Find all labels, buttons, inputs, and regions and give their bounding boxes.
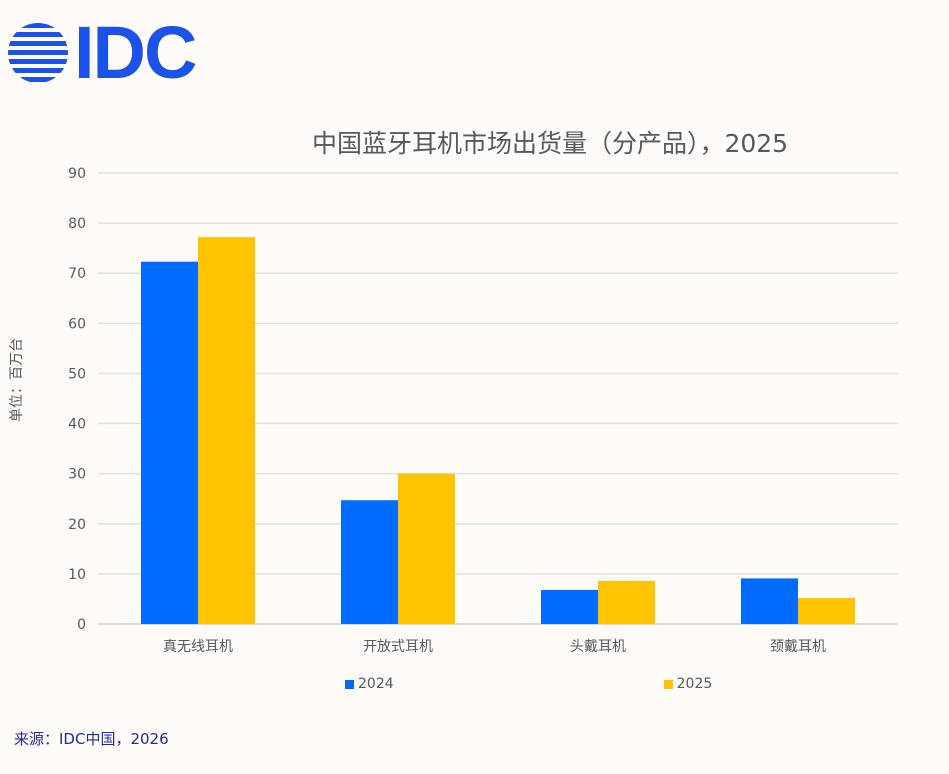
legend-label-2024: 2024 <box>358 676 394 692</box>
chart-title: 中国蓝牙耳机市场出货量（分产品），2025 <box>311 129 789 158</box>
bar-2024-3 <box>541 589 598 624</box>
bar-2024-2 <box>341 500 398 624</box>
globe-icon <box>8 23 68 82</box>
y-tick-label: 80 <box>68 216 86 232</box>
legend-label-2025: 2025 <box>676 676 713 692</box>
legend-swatch-2025 <box>663 679 673 689</box>
idc-logo: IDC <box>6 11 197 94</box>
bar-2024-4 <box>741 578 798 624</box>
legend: 2024 2025 <box>345 676 712 692</box>
legend-swatch-2024 <box>345 679 354 689</box>
bar-2024-1 <box>141 261 198 624</box>
y-tick-label: 0 <box>77 617 86 633</box>
y-tick-label: 20 <box>68 517 86 533</box>
bar-2025-3 <box>598 580 655 624</box>
y-tick-label: 10 <box>68 567 86 583</box>
legend-item-2024: 2024 <box>345 676 394 692</box>
source-note: 来源：IDC中国，2026 <box>14 730 169 748</box>
y-tick-label: 50 <box>68 366 86 382</box>
logo-text: IDC <box>74 11 197 94</box>
legend-item-2025: 2025 <box>663 676 713 692</box>
y-tick-label: 30 <box>68 467 86 483</box>
y-tick-label: 70 <box>68 266 86 282</box>
x-tick-label: 开放式耳机 <box>363 639 433 655</box>
x-tick-label: 颈戴耳机 <box>770 639 826 655</box>
x-tick-label: 头戴耳机 <box>570 639 626 655</box>
y-tick-label: 40 <box>68 417 86 433</box>
x-tick-label: 真无线耳机 <box>163 639 233 655</box>
y-tick-label: 60 <box>68 316 86 332</box>
bar-2025-2 <box>398 473 455 624</box>
bar-2025-1 <box>198 237 255 625</box>
y-tick-label: 90 <box>68 166 86 182</box>
bar-2025-4 <box>798 597 855 624</box>
